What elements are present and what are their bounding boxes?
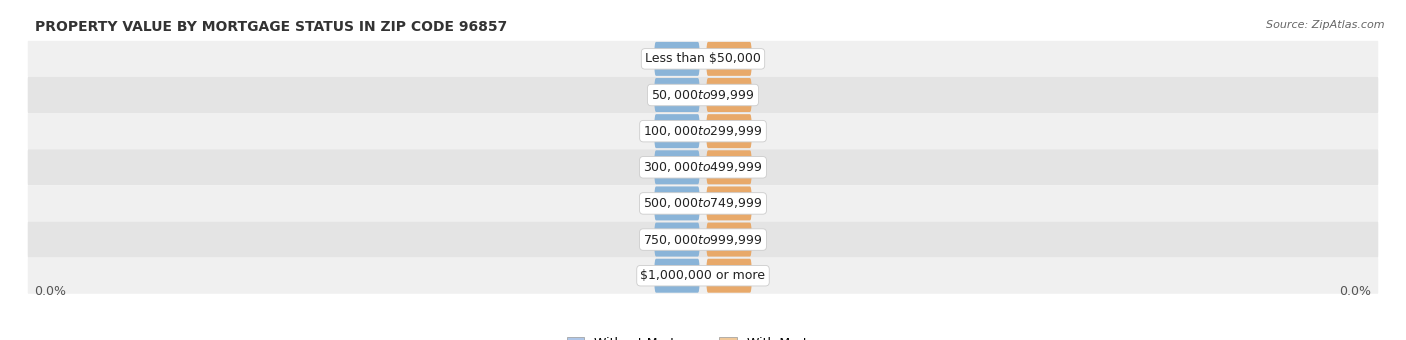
Text: 0.0%: 0.0% [662, 90, 692, 100]
FancyBboxPatch shape [654, 42, 699, 76]
Text: $500,000 to $749,999: $500,000 to $749,999 [644, 197, 762, 210]
FancyBboxPatch shape [654, 186, 699, 220]
Text: 0.0%: 0.0% [662, 271, 692, 281]
FancyBboxPatch shape [654, 150, 699, 184]
Text: 0.0%: 0.0% [662, 126, 692, 136]
Text: $750,000 to $999,999: $750,000 to $999,999 [644, 233, 762, 246]
FancyBboxPatch shape [28, 221, 1378, 258]
Text: $300,000 to $499,999: $300,000 to $499,999 [644, 160, 762, 174]
Text: 0.0%: 0.0% [714, 271, 744, 281]
FancyBboxPatch shape [654, 259, 699, 293]
Text: 0.0%: 0.0% [662, 199, 692, 208]
FancyBboxPatch shape [707, 186, 752, 220]
Text: 0.0%: 0.0% [662, 235, 692, 244]
Text: 0.0%: 0.0% [35, 285, 66, 298]
Text: 0.0%: 0.0% [714, 199, 744, 208]
Text: 0.0%: 0.0% [662, 54, 692, 64]
FancyBboxPatch shape [28, 185, 1378, 221]
FancyBboxPatch shape [28, 77, 1378, 113]
Text: 0.0%: 0.0% [1340, 285, 1371, 298]
FancyBboxPatch shape [654, 223, 699, 257]
Text: Source: ZipAtlas.com: Source: ZipAtlas.com [1267, 20, 1385, 30]
FancyBboxPatch shape [28, 113, 1378, 149]
Text: $1,000,000 or more: $1,000,000 or more [641, 269, 765, 282]
FancyBboxPatch shape [707, 42, 752, 76]
FancyBboxPatch shape [28, 258, 1378, 294]
FancyBboxPatch shape [654, 78, 699, 112]
FancyBboxPatch shape [28, 149, 1378, 185]
Text: 0.0%: 0.0% [714, 235, 744, 244]
Text: 0.0%: 0.0% [714, 126, 744, 136]
Text: Less than $50,000: Less than $50,000 [645, 52, 761, 65]
FancyBboxPatch shape [707, 78, 752, 112]
FancyBboxPatch shape [707, 114, 752, 148]
Text: $100,000 to $299,999: $100,000 to $299,999 [644, 124, 762, 138]
FancyBboxPatch shape [28, 41, 1378, 77]
Text: PROPERTY VALUE BY MORTGAGE STATUS IN ZIP CODE 96857: PROPERTY VALUE BY MORTGAGE STATUS IN ZIP… [35, 20, 506, 34]
Text: 0.0%: 0.0% [714, 162, 744, 172]
Legend: Without Mortgage, With Mortgage: Without Mortgage, With Mortgage [567, 337, 839, 340]
Text: 0.0%: 0.0% [714, 90, 744, 100]
FancyBboxPatch shape [707, 259, 752, 293]
FancyBboxPatch shape [654, 114, 699, 148]
Text: 0.0%: 0.0% [714, 54, 744, 64]
Text: 0.0%: 0.0% [662, 162, 692, 172]
Text: $50,000 to $99,999: $50,000 to $99,999 [651, 88, 755, 102]
FancyBboxPatch shape [707, 150, 752, 184]
FancyBboxPatch shape [707, 223, 752, 257]
